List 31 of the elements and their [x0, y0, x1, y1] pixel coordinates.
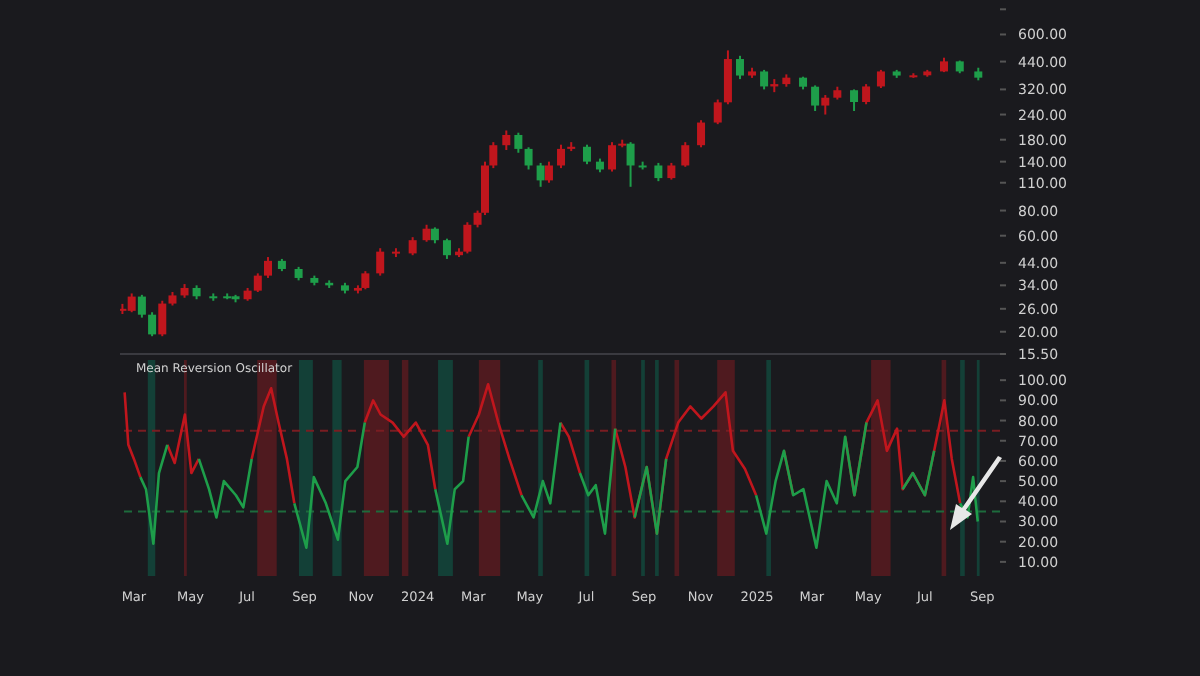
candlestick [544, 160, 553, 184]
candlestick [514, 131, 523, 154]
candlestick [654, 161, 663, 183]
candlestick [524, 146, 533, 171]
candlestick [137, 293, 146, 319]
candlestick [253, 272, 262, 294]
candlestick [557, 143, 566, 170]
candlestick [681, 141, 690, 168]
candlestick [158, 299, 167, 338]
candlestick [811, 84, 820, 112]
candlestick [582, 143, 591, 166]
candlestick [502, 129, 511, 151]
candlestick [148, 311, 157, 338]
candlestick [264, 256, 272, 279]
candlestick [850, 88, 859, 112]
candlestick [442, 237, 451, 260]
candlestick [361, 270, 370, 291]
candlestick [723, 49, 732, 106]
candlestick [127, 292, 136, 314]
candlestick [408, 236, 417, 257]
candlestick [376, 247, 385, 277]
candlestick [536, 161, 545, 188]
candlestick [697, 119, 706, 149]
candlestick [862, 83, 871, 106]
candlestick [821, 94, 830, 116]
candlestick [626, 141, 635, 188]
candlestick [713, 98, 722, 126]
candlestick [735, 54, 744, 81]
candlestick [463, 221, 472, 255]
candlestick [876, 68, 885, 90]
candlestick [760, 68, 769, 91]
